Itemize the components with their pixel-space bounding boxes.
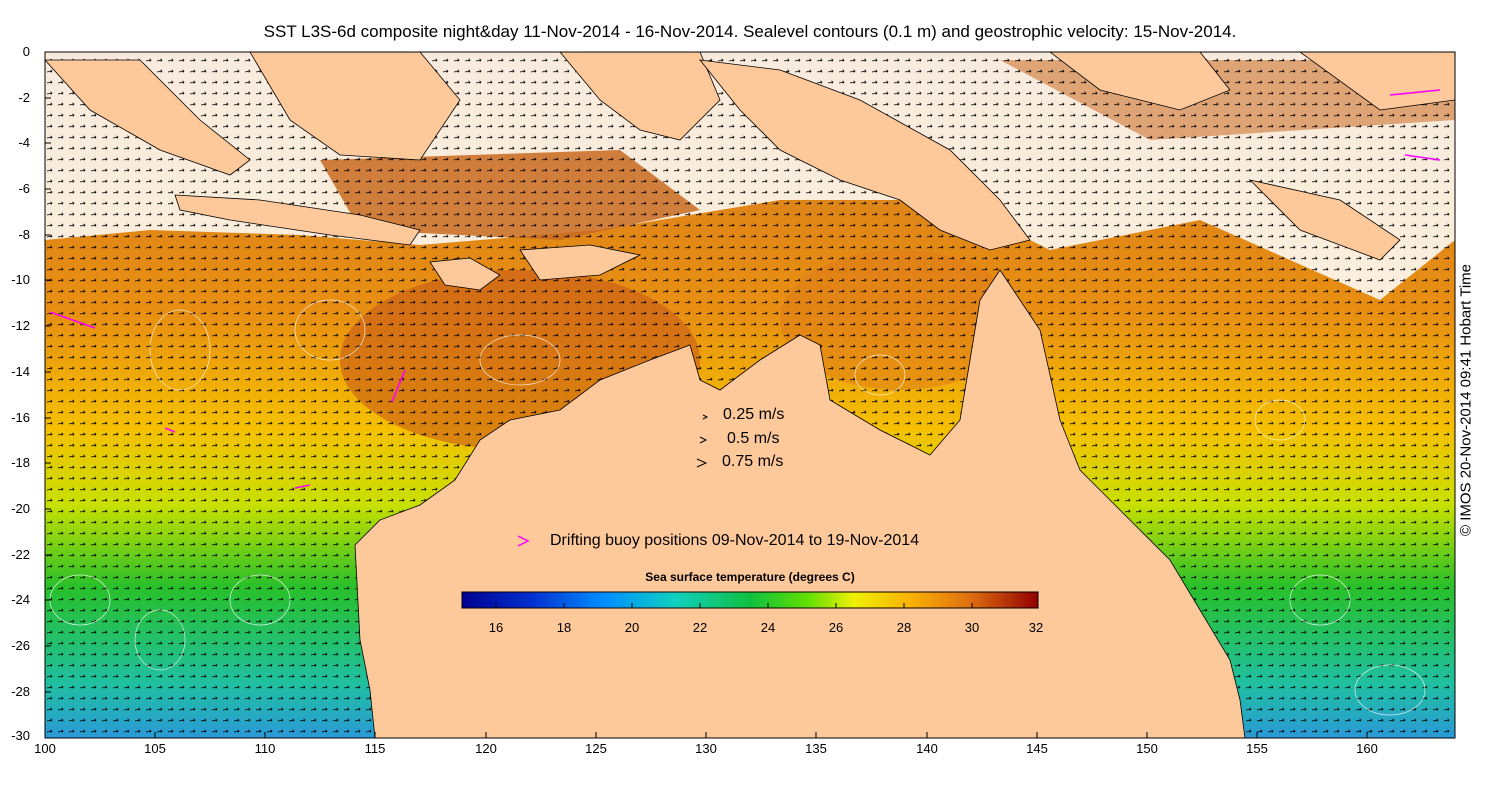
colorbar-tick-label: 24 — [760, 620, 776, 635]
x-tick-label: 100 — [34, 741, 56, 756]
y-tick-label: -4 — [18, 135, 30, 150]
new-guinea — [699, 59, 1031, 251]
x-tick-label: 145 — [1026, 741, 1048, 756]
buoy-legend-icon — [517, 535, 530, 547]
y-tick-label: -20 — [11, 501, 30, 516]
credit-text: © IMOS 20-Nov-2014 09:41 Hobart Time — [1457, 263, 1475, 537]
map-plot-area — [45, 52, 1455, 738]
colorbar-title: Sea surface temperature (degrees C) — [645, 570, 855, 584]
x-tick-label: 135 — [805, 741, 827, 756]
plot-border — [44, 51, 1456, 739]
colorbar-tick-label: 30 — [964, 620, 980, 635]
colorbar-tick-label: 26 — [828, 620, 844, 635]
velocity-legend-arrows — [696, 414, 709, 468]
y-axis-ticks — [45, 51, 51, 739]
x-tick-label: 105 — [144, 741, 166, 756]
australia — [354, 269, 1246, 738]
colorbar-tick-label: 32 — [1028, 620, 1044, 635]
colorbar-tick-label: 20 — [624, 620, 640, 635]
colorbar-tick-label: 18 — [556, 620, 572, 635]
colorbar-tick-label: 16 — [488, 620, 504, 635]
colorbar-tick-label: 22 — [692, 620, 708, 635]
y-tick-label: -10 — [11, 272, 30, 287]
y-tick-label: -2 — [18, 90, 30, 105]
x-tick-label: 120 — [475, 741, 497, 756]
velocity-legend-05: 0.5 m/s — [727, 430, 780, 447]
y-tick-label: -26 — [11, 638, 30, 653]
colorbar-tick-label: 28 — [896, 620, 912, 635]
buoy-tracks — [49, 89, 1441, 489]
colorbar — [461, 591, 1039, 609]
y-tick-label: -16 — [11, 410, 30, 425]
land — [45, 52, 1455, 738]
x-tick-label: 150 — [1136, 741, 1158, 756]
y-tick-label: -18 — [11, 455, 30, 470]
y-tick-label: -28 — [11, 684, 30, 699]
x-tick-label: 125 — [585, 741, 607, 756]
y-tick-label: -24 — [11, 592, 30, 607]
y-tick-label: -8 — [18, 227, 30, 242]
java — [174, 194, 421, 246]
buoy-legend-label: Drifting buoy positions 09-Nov-2014 to 1… — [550, 532, 920, 549]
y-tick-label: -6 — [18, 181, 30, 196]
velocity-legend-075: 0.75 m/s — [722, 453, 784, 470]
y-tick-label: -22 — [11, 547, 30, 562]
borneo — [249, 52, 461, 161]
velocity-legend-025: 0.25 m/s — [723, 406, 785, 423]
x-tick-label: 160 — [1356, 741, 1378, 756]
x-tick-label: 130 — [695, 741, 717, 756]
x-tick-label: 155 — [1246, 741, 1268, 756]
y-tick-label: -12 — [11, 318, 30, 333]
x-tick-label: 110 — [254, 741, 276, 756]
y-tick-label: -14 — [11, 364, 30, 379]
x-tick-label: 115 — [364, 741, 386, 756]
colorbar-ticks — [495, 603, 1039, 608]
map-title: SST L3S-6d composite night&day 11-Nov-20… — [263, 22, 1237, 41]
x-tick-label: 140 — [916, 741, 938, 756]
y-tick-label: 0 — [22, 44, 30, 59]
x-axis-ticks — [44, 732, 1368, 738]
y-tick-label: -30 — [11, 728, 30, 743]
